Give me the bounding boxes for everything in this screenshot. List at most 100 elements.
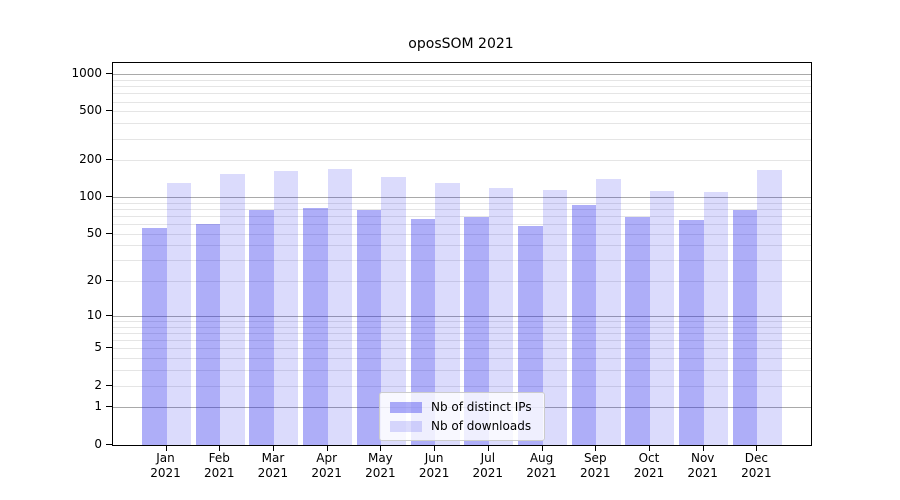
x-tick-label-dec: Dec 2021 (724, 451, 788, 481)
minor-gridline (113, 260, 811, 262)
y-tick-label: 50 (86, 225, 102, 240)
bar-distinct-ips-oct (625, 216, 650, 445)
y-tick-mark (106, 110, 112, 112)
x-tick-label-apr: Apr 2021 (295, 451, 359, 481)
chart-title: oposSOM 2021 (408, 36, 514, 52)
x-tick-year: 2021 (579, 466, 611, 480)
y-tick-label: 5 (94, 340, 102, 355)
minor-gridline (113, 321, 811, 323)
x-tick-year: 2021 (203, 466, 235, 480)
x-tick-mark (756, 445, 758, 451)
x-tick-mark (595, 445, 597, 451)
legend-swatch-downloads (390, 420, 422, 432)
y-tick-label: 500 (79, 103, 102, 118)
bar-downloads-apr (327, 169, 353, 445)
minor-gridline (113, 216, 811, 218)
x-tick-year: 2021 (633, 466, 665, 480)
x-tick-year: 2021 (687, 466, 718, 480)
legend-entry-distinct-ips: Nb of distinct IPs (390, 400, 532, 414)
bar-distinct-ips-jan (142, 228, 167, 445)
x-tick-year: 2021 (257, 466, 289, 480)
minor-gridline (113, 202, 811, 204)
bar-downloads-sep (596, 178, 621, 445)
major-gridline (113, 197, 811, 199)
x-tick-year: 2021 (741, 466, 772, 480)
bar-distinct-ips-sep (571, 205, 597, 445)
x-tick-label-jan: Jan 2021 (134, 451, 198, 481)
x-tick-label-feb: Feb 2021 (187, 451, 251, 481)
x-tick-label-oct: Oct 2021 (617, 451, 681, 481)
x-tick-month: Jan (156, 451, 175, 465)
x-tick-mark (326, 445, 328, 451)
minor-gridline (113, 86, 811, 88)
x-tick-label-nov: Nov 2021 (671, 451, 735, 481)
y-tick-mark (106, 347, 112, 349)
y-tick-label: 10 (86, 307, 102, 322)
x-tick-year: 2021 (150, 466, 181, 480)
major-gridline (113, 74, 811, 76)
minor-gridline (113, 358, 811, 360)
minor-gridline (113, 370, 811, 372)
y-tick-mark (106, 232, 112, 234)
minor-gridline (113, 233, 811, 235)
plot-area: Nb of distinct IPs Nb of downloads (112, 62, 812, 446)
x-tick-mark (272, 445, 274, 451)
y-tick-label: 2 (94, 377, 102, 392)
x-tick-month: Aug (529, 451, 554, 465)
bar-downloads-feb (220, 173, 245, 445)
x-tick-mark (487, 445, 489, 451)
x-tick-month: Dec (744, 451, 769, 465)
bar-downloads-mar (273, 171, 299, 445)
bar-distinct-ips-feb (195, 223, 221, 445)
x-tick-month: Oct (638, 451, 660, 465)
x-tick-mark (380, 445, 382, 451)
minor-gridline (113, 385, 811, 387)
x-tick-mark (702, 445, 704, 451)
y-tick-label: 100 (79, 189, 102, 204)
minor-gridline (113, 245, 811, 247)
bar-downloads-nov (703, 191, 729, 445)
y-tick-label: 20 (86, 273, 102, 288)
minor-gridline (113, 340, 811, 342)
y-tick-label: 0 (94, 436, 102, 451)
x-tick-year: 2021 (418, 466, 450, 480)
y-tick-mark (106, 384, 112, 386)
x-tick-label-jul: Jul 2021 (456, 451, 520, 481)
y-tick-label: 1 (94, 399, 102, 414)
bar-downloads-oct (649, 190, 675, 445)
minor-gridline (113, 348, 811, 350)
bar-distinct-ips-nov (679, 219, 704, 445)
y-tick-label: 1000 (71, 66, 102, 81)
y-tick-mark (106, 314, 112, 316)
y-tick-mark (106, 406, 112, 408)
x-tick-mark (165, 445, 167, 451)
minor-gridline (113, 101, 811, 103)
x-tick-label-aug: Aug 2021 (510, 451, 574, 481)
bar-distinct-ips-apr (303, 207, 328, 445)
bar-downloads-dec (757, 170, 782, 445)
x-tick-month: Feb (208, 451, 230, 465)
x-tick-month: Sep (583, 451, 607, 465)
minor-gridline (113, 333, 811, 335)
x-tick-year: 2021 (365, 466, 396, 480)
x-tick-label-may: May 2021 (348, 451, 412, 481)
minor-gridline (113, 224, 811, 226)
x-tick-month: Jun (424, 451, 444, 465)
major-gridline (113, 315, 811, 317)
y-tick-mark (106, 196, 112, 198)
x-tick-year: 2021 (472, 466, 504, 480)
y-tick-mark (106, 280, 112, 282)
x-tick-mark (648, 445, 650, 451)
minor-gridline (113, 111, 811, 113)
y-tick-label: 200 (79, 152, 102, 167)
legend-swatch-distinct-ips (390, 401, 422, 413)
y-tick-mark (106, 443, 112, 445)
minor-gridline (113, 160, 811, 162)
x-tick-month: Nov (690, 451, 715, 465)
x-tick-month: Jul (480, 451, 496, 465)
x-tick-mark (434, 445, 436, 451)
bar-distinct-ips-mar (249, 210, 274, 445)
minor-gridline (113, 123, 811, 125)
y-tick-mark (106, 159, 112, 161)
